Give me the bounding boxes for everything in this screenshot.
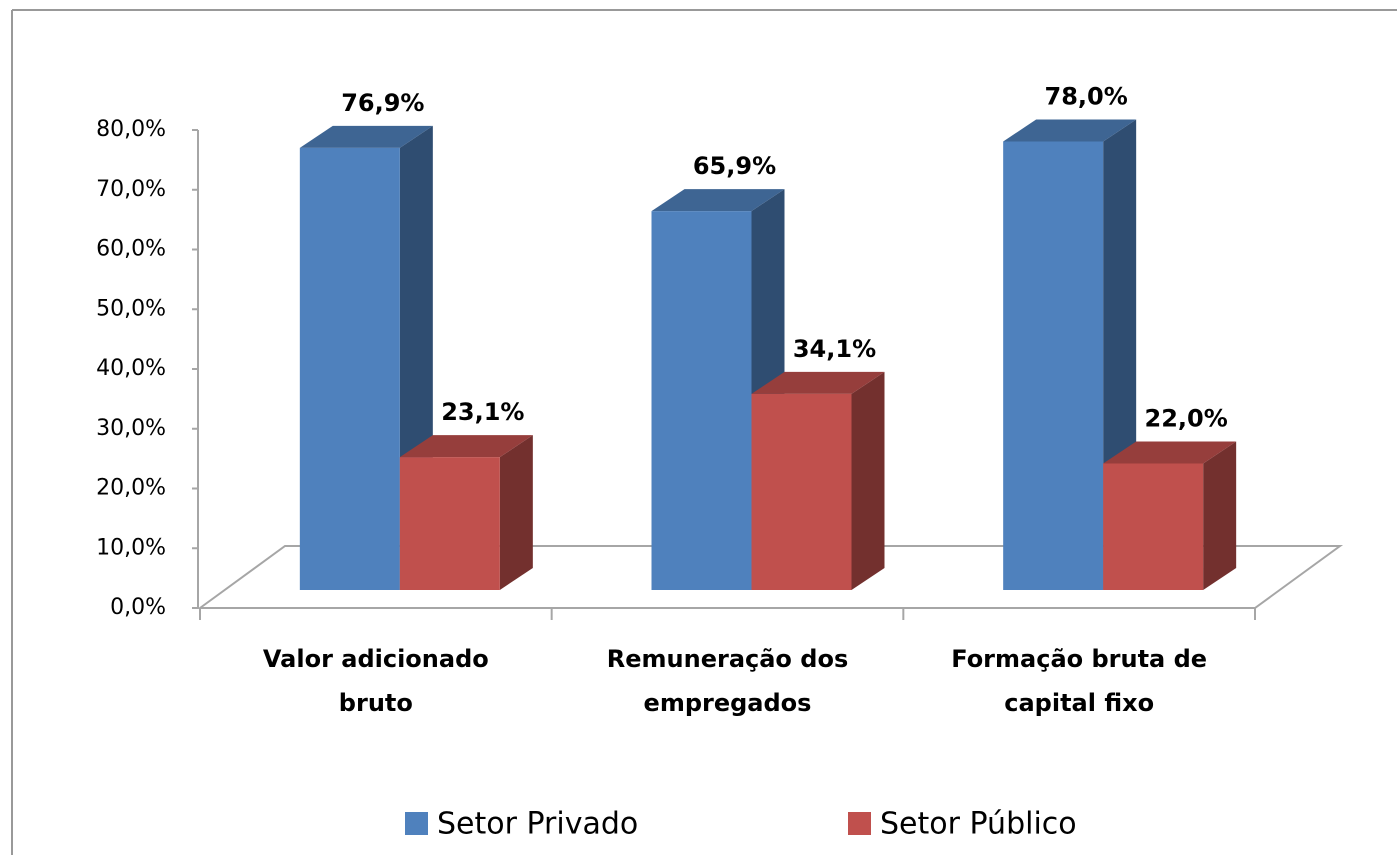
y-tick-label: 80,0% [96,117,166,142]
data-label: 23,1% [441,398,524,426]
bar [399,435,533,590]
data-label: 65,9% [693,152,776,180]
bar-top [299,125,433,148]
bar-front [299,147,400,590]
y-tick-label: 40,0% [96,356,166,381]
x-tick-label: Valor adicionado bruto [263,645,489,717]
y-tick-label: 0,0% [110,595,166,620]
bar-side [1203,441,1237,590]
bar-side [851,371,885,590]
legend-swatch [848,812,871,835]
data-label: 76,9% [341,89,424,117]
data-label: 78,0% [1045,83,1128,111]
bar-top [1103,441,1237,464]
bar-front [1103,463,1204,590]
data-label: 22,0% [1145,405,1228,433]
bar-top [1003,119,1137,142]
bar-front [1003,141,1104,590]
legend-label: Setor Privado [437,807,638,842]
y-tick-label: 20,0% [96,476,166,501]
bar-front [399,457,500,590]
y-tick-label: 30,0% [96,416,166,441]
bar-top [651,189,785,212]
bar-top [751,371,885,394]
bar-side [499,435,533,590]
y-tick-label: 10,0% [96,535,166,560]
x-tick-label: Formação bruta de capital fixo [951,645,1207,717]
bar [751,371,885,590]
bar-front [751,393,852,590]
bar-top [399,435,533,458]
y-tick-label: 50,0% [96,296,166,321]
y-tick-label: 70,0% [96,177,166,202]
bar [1103,441,1237,590]
y-tick-label: 60,0% [96,237,166,262]
x-tick-label: Remuneração dos empregados [607,645,848,717]
legend-swatch [405,812,428,835]
legend-label: Setor Público [880,807,1077,842]
data-label: 34,1% [793,335,876,363]
bar-front [651,211,752,590]
